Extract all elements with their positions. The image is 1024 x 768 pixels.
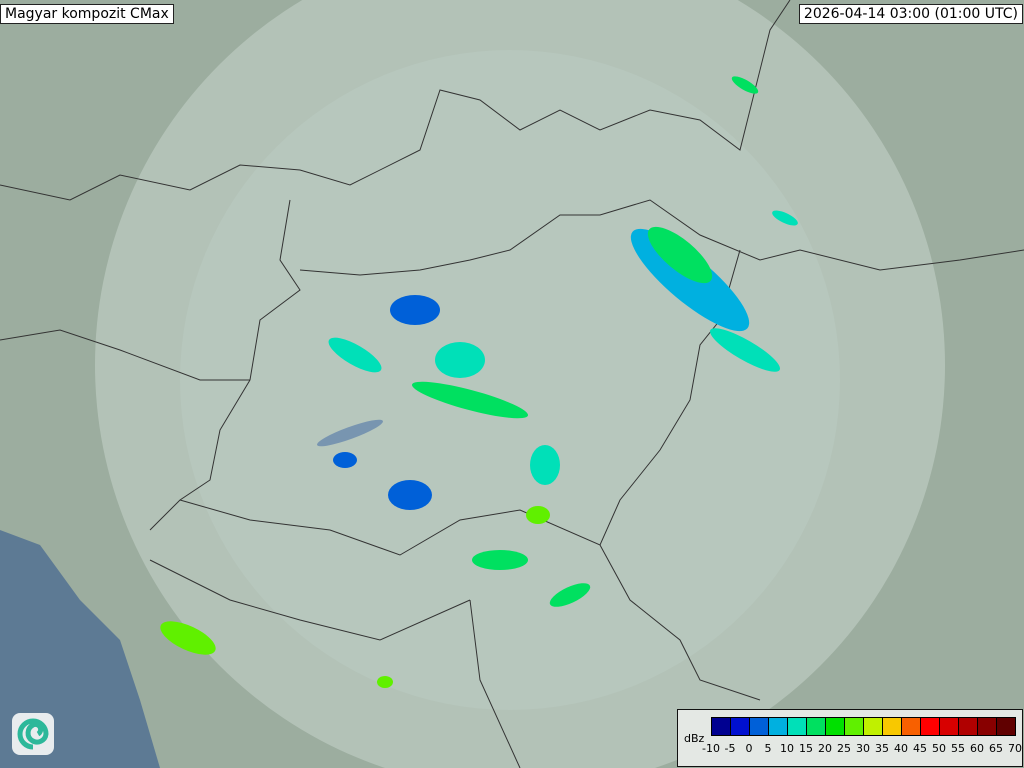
color-swatch xyxy=(712,718,731,735)
legend-tick-label: -5 xyxy=(724,742,736,755)
color-swatch xyxy=(731,718,750,735)
legend-tick-label: 10 xyxy=(780,742,794,755)
color-swatch xyxy=(845,718,864,735)
radar-echoes xyxy=(160,76,798,688)
color-swatch xyxy=(788,718,807,735)
color-swatch xyxy=(750,718,769,735)
color-swatch xyxy=(902,718,921,735)
color-swatch xyxy=(769,718,788,735)
legend-tick-label: 15 xyxy=(799,742,813,755)
color-swatch xyxy=(959,718,978,735)
legend-tick-label: -10 xyxy=(702,742,720,755)
legend-tick-label: 40 xyxy=(894,742,908,755)
dbz-legend: dBz -10 -5 0 5 10 15 20 25 30 35 40 45 50 55 60 65 70 xyxy=(677,709,1023,767)
color-swatch xyxy=(978,718,997,735)
adriatic-sea xyxy=(0,530,160,768)
color-scale xyxy=(711,717,1016,736)
color-swatch xyxy=(997,718,1015,735)
color-swatch xyxy=(921,718,940,735)
legend-tick-label: 70 xyxy=(1008,742,1022,755)
legend-tick-label: 65 xyxy=(989,742,1003,755)
legend-tick-label: 45 xyxy=(913,742,927,755)
radar-coverage-outer xyxy=(95,0,945,768)
legend-unit: dBz xyxy=(684,732,705,745)
lake-balaton xyxy=(317,419,383,447)
legend-tick-label: 50 xyxy=(932,742,946,755)
radar-coverage-inner xyxy=(180,50,840,710)
legend-tick-label: 30 xyxy=(856,742,870,755)
map-title: Magyar kompozit CMax xyxy=(0,4,174,24)
legend-tick-label: 25 xyxy=(837,742,851,755)
legend-tick-label: 5 xyxy=(764,742,772,755)
legend-tick-label: 60 xyxy=(970,742,984,755)
legend-tick-label: 20 xyxy=(818,742,832,755)
legend-tick-label: 35 xyxy=(875,742,889,755)
legend-tick-label: 0 xyxy=(745,742,753,755)
legend-tick-label: 55 xyxy=(951,742,965,755)
timestamp: 2026-04-14 03:00 (01:00 UTC) xyxy=(798,4,1023,24)
color-swatch xyxy=(940,718,959,735)
color-swatch xyxy=(826,718,845,735)
color-swatch xyxy=(883,718,902,735)
color-swatch xyxy=(864,718,883,735)
swirl-logo-icon xyxy=(12,713,54,755)
color-swatch xyxy=(807,718,826,735)
